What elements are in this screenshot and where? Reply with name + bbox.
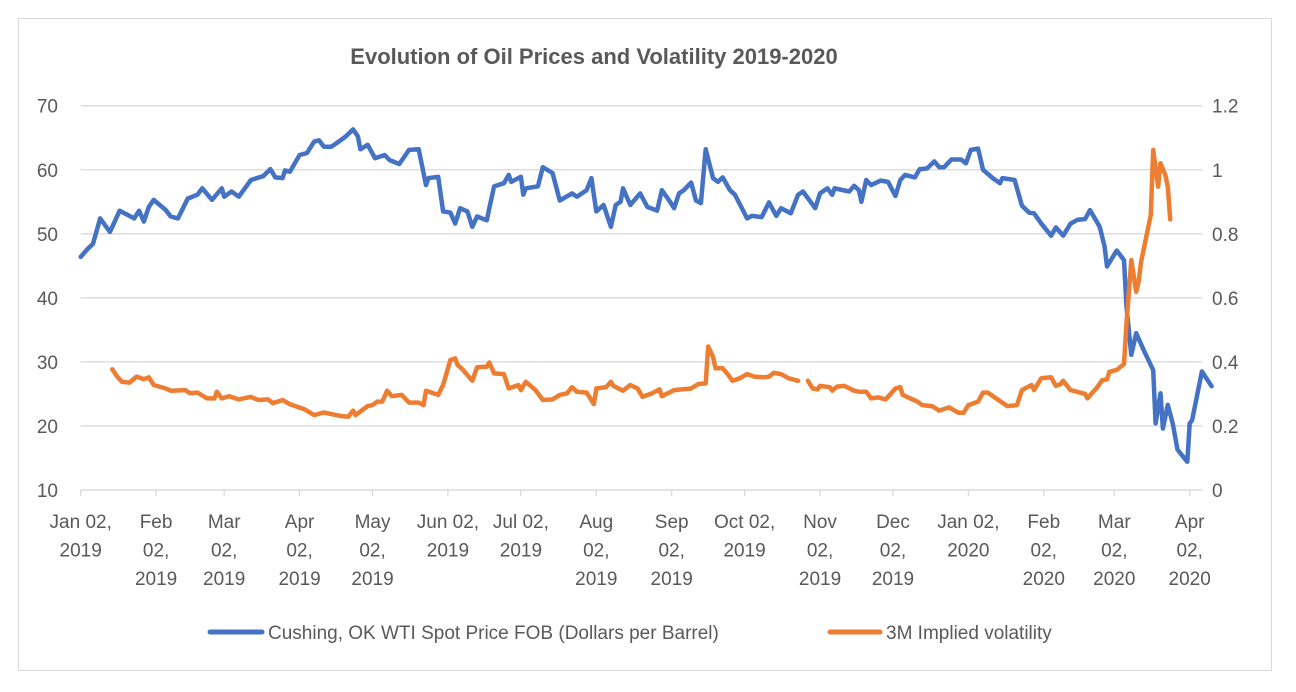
y-tick-label: 30 [37,353,58,374]
legend: Cushing, OK WTI Spot Price FOB (Dollars … [210,623,1052,644]
legend-label-volatility: 3M Implied volatility [886,623,1052,644]
y-tick-label: 60 [37,161,58,182]
y2-tick-label: 0.6 [1212,289,1238,310]
y-tick-label: 70 [37,97,58,118]
y2-tick-label: 0.8 [1212,225,1238,246]
y-tick-label: 20 [37,417,58,438]
y2-tick-label: 1 [1212,161,1223,182]
y-tick-label: 50 [37,225,58,246]
y2-tick-label: 0 [1212,481,1223,502]
y2-tick-label: 0.4 [1212,353,1239,374]
y-tick-label: 10 [37,481,58,502]
y2-tick-label: 1.2 [1212,97,1238,118]
legend-item-wti[interactable]: Cushing, OK WTI Spot Price FOB (Dollars … [210,623,719,644]
legend-label-wti: Cushing, OK WTI Spot Price FOB (Dollars … [268,623,719,644]
chart-title: Evolution of Oil Prices and Volatility 2… [350,44,837,69]
y2-tick-label: 0.2 [1212,417,1238,438]
y-tick-label: 40 [37,289,58,310]
